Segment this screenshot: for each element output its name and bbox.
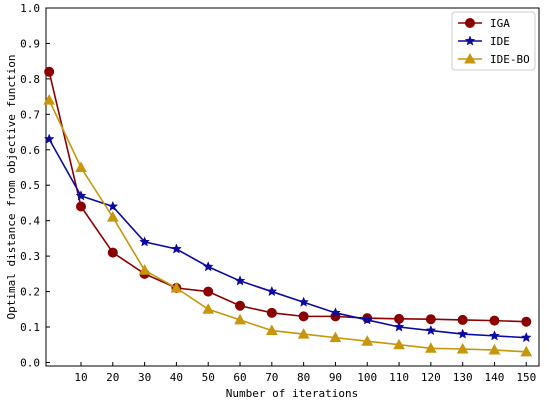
legend-label: IDE: [490, 35, 510, 48]
data-point: [139, 236, 150, 247]
data-point: [202, 261, 214, 272]
x-tick-label: 20: [106, 371, 119, 384]
series-ide: [43, 133, 532, 343]
data-point: [361, 314, 373, 325]
data-point: [298, 296, 310, 307]
x-tick-label: 140: [485, 371, 505, 384]
data-point: [393, 321, 405, 332]
data-point: [488, 344, 501, 355]
data-point: [297, 328, 310, 339]
data-point: [425, 314, 436, 325]
data-point: [298, 311, 309, 322]
data-point: [425, 342, 437, 353]
data-point: [107, 200, 119, 212]
y-tick-label: 0.1: [20, 321, 40, 334]
series-line: [48, 99, 527, 353]
y-tick-label: 0.5: [20, 179, 40, 192]
x-tick-label: 90: [329, 371, 342, 384]
x-tick-label: 50: [202, 371, 215, 384]
legend-swatch-marker: [464, 35, 476, 46]
x-tick-label: 120: [421, 371, 441, 384]
y-tick-label: 0.9: [20, 37, 40, 50]
x-tick-label: 10: [74, 371, 87, 384]
y-tick-label: 0.8: [20, 73, 40, 86]
data-point: [457, 328, 469, 339]
data-point: [203, 286, 214, 297]
data-point: [235, 300, 246, 311]
data-point: [266, 285, 278, 297]
y-tick-label: 0.4: [20, 215, 40, 228]
data-point: [361, 335, 374, 346]
data-point: [520, 331, 532, 343]
data-point: [138, 264, 151, 275]
data-point: [456, 342, 469, 354]
x-tick-label: 150: [516, 371, 536, 384]
y-tick-label: 0.0: [20, 356, 40, 369]
y-tick-label: 0.2: [20, 286, 40, 299]
x-tick-label: 100: [357, 371, 377, 384]
data-point: [107, 247, 118, 258]
x-axis-label: Number of iterations: [226, 387, 358, 400]
y-tick-label: 0.6: [20, 144, 40, 157]
data-point: [75, 161, 87, 173]
data-point: [265, 324, 278, 336]
data-point: [43, 94, 56, 105]
data-point: [106, 211, 119, 222]
series-line: [48, 71, 527, 323]
x-tick-label: 60: [233, 371, 246, 384]
x-tick-label: 30: [138, 371, 151, 384]
data-point: [457, 314, 468, 325]
data-point: [170, 281, 183, 293]
legend-swatch-marker: [464, 52, 476, 64]
x-tick-label: 40: [170, 371, 183, 384]
legend-label: IGA: [490, 17, 510, 30]
data-point: [329, 331, 342, 343]
data-point: [75, 190, 87, 201]
plot-frame: [45, 7, 540, 367]
y-tick-label: 0.7: [20, 108, 40, 121]
data-point: [266, 307, 277, 318]
data-point: [234, 275, 246, 286]
y-axis-label: Optimal distance from objective function: [5, 55, 18, 320]
x-tick-label: 130: [453, 371, 473, 384]
data-point: [489, 330, 500, 341]
legend-entry: IGA: [458, 17, 510, 30]
data-point: [75, 201, 86, 212]
legend-entry: IDE-BO: [458, 52, 530, 66]
data-point: [489, 315, 500, 326]
data-point: [44, 66, 55, 77]
y-tick-label: 0.3: [20, 250, 40, 263]
data-point: [521, 316, 532, 327]
data-point: [330, 307, 341, 318]
x-tick-label: 80: [297, 371, 310, 384]
data-point: [43, 133, 55, 144]
x-tick-label: 70: [265, 371, 278, 384]
data-point: [171, 243, 182, 254]
data-point: [202, 303, 215, 314]
data-point: [520, 345, 533, 357]
legend-swatch-marker: [465, 18, 475, 28]
data-point: [425, 324, 437, 336]
y-tick-label: 1.0: [20, 2, 40, 15]
legend-entry: IDE: [458, 35, 510, 48]
data-point: [234, 313, 246, 325]
series-ide-bo: [43, 94, 533, 357]
legend-label: IDE-BO: [490, 53, 530, 66]
series-iga: [44, 66, 532, 327]
x-tick-label: 110: [389, 371, 409, 384]
series-line: [48, 138, 527, 339]
data-point: [393, 338, 405, 350]
